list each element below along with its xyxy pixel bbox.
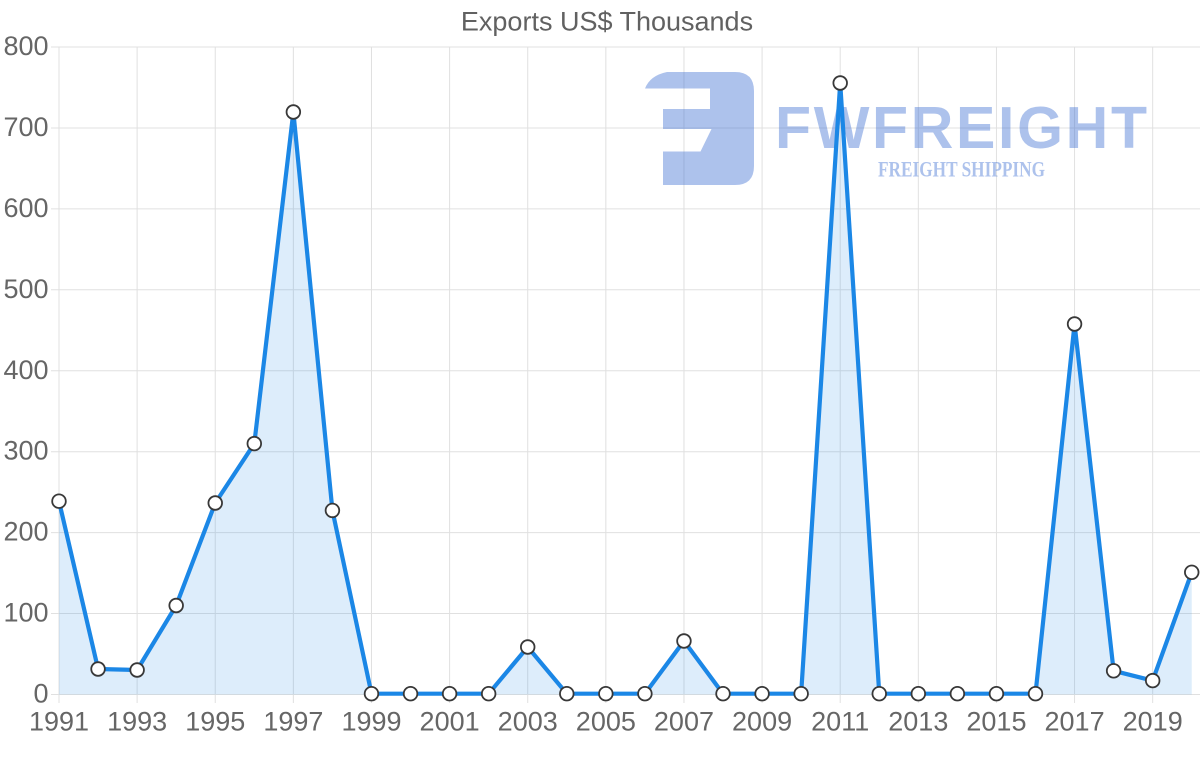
svg-text:400: 400 [3,355,48,385]
svg-text:2009: 2009 [732,707,792,737]
svg-text:1999: 1999 [341,707,401,737]
svg-text:2003: 2003 [498,707,558,737]
svg-text:1993: 1993 [107,707,167,737]
svg-text:800: 800 [3,31,48,61]
svg-text:300: 300 [3,436,48,466]
svg-text:2015: 2015 [966,707,1026,737]
svg-text:2007: 2007 [654,707,714,737]
svg-text:2019: 2019 [1123,707,1183,737]
svg-text:2013: 2013 [888,707,948,737]
svg-text:1995: 1995 [185,707,245,737]
svg-text:1997: 1997 [263,707,323,737]
svg-text:FWFREIGHT: FWFREIGHT [775,95,1147,161]
svg-text:Exports US$ Thousands: Exports US$ Thousands [461,7,753,37]
svg-text:2011: 2011 [811,707,869,737]
svg-text:FREIGHT SHIPPING: FREIGHT SHIPPING [878,157,1045,182]
svg-text:600: 600 [3,193,48,223]
svg-text:200: 200 [3,517,48,547]
svg-text:700: 700 [3,112,48,142]
svg-text:2017: 2017 [1045,707,1105,737]
svg-text:500: 500 [3,274,48,304]
svg-text:2001: 2001 [420,707,480,737]
svg-text:100: 100 [3,598,48,628]
svg-text:0: 0 [33,679,48,709]
svg-text:1991: 1991 [29,707,89,737]
svg-text:2005: 2005 [576,707,636,737]
